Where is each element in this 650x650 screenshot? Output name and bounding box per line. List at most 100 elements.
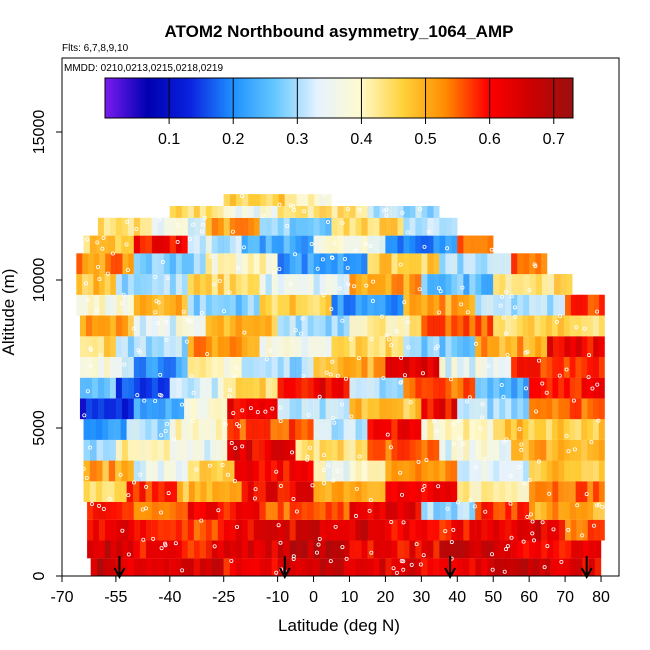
heatmap-streak (535, 336, 542, 357)
heatmap-streak (187, 206, 195, 218)
heatmap-streak (187, 502, 195, 520)
measurement-point (589, 440, 594, 445)
measurement-point (509, 294, 514, 299)
heatmap-streak (271, 315, 278, 337)
measurement-point (163, 541, 168, 546)
heatmap-streak (127, 377, 135, 399)
heatmap-streak (487, 294, 494, 316)
measurement-point (271, 270, 276, 275)
heatmap-streak (427, 439, 434, 461)
heatmap-streak (385, 206, 392, 218)
heatmap-streak (319, 194, 326, 206)
heatmap-streak (516, 558, 523, 576)
measurement-point (356, 356, 361, 361)
heatmap-streak (211, 540, 219, 559)
measurement-point (120, 528, 125, 533)
heatmap-streak (541, 336, 548, 357)
measurement-point (153, 399, 158, 404)
heatmap-streak (265, 217, 272, 236)
heatmap-streak (313, 315, 320, 337)
measurement-point (242, 330, 247, 335)
measurement-point (231, 411, 236, 416)
heatmap-streak (82, 253, 89, 275)
heatmap-streak (445, 217, 452, 236)
measurement-point (324, 370, 329, 375)
measurement-point (328, 559, 333, 564)
heatmap-streak (457, 419, 464, 440)
heatmap-streak (343, 253, 350, 275)
colorbar-tick-label: 0.5 (414, 131, 436, 148)
heatmap-streak (391, 419, 398, 440)
heatmap-streak (544, 558, 552, 576)
measurement-point (483, 509, 488, 514)
heatmap-streak (109, 356, 117, 378)
measurement-point (474, 465, 479, 470)
heatmap-streak (475, 502, 482, 520)
flight-arrow-head (113, 567, 126, 580)
measurement-point (348, 337, 353, 342)
measurement-point (490, 552, 495, 557)
measurement-point (498, 303, 503, 308)
measurement-point (302, 209, 307, 214)
heatmap-streak (211, 253, 219, 275)
heatmap-streak (598, 315, 605, 337)
heatmap-streak (301, 356, 308, 378)
heatmap-streak (552, 481, 559, 502)
measurement-point (291, 208, 296, 213)
heatmap-streak (277, 206, 284, 218)
measurement-point (345, 265, 350, 270)
heatmap-streak (133, 217, 141, 236)
measurement-point (277, 266, 282, 271)
heatmap-streak (487, 253, 494, 275)
measurement-point (188, 319, 193, 324)
heatmap-streak (95, 481, 103, 502)
heatmap-streak (96, 439, 104, 461)
heatmap-streak (546, 439, 553, 461)
heatmap-streak (229, 356, 236, 378)
heatmap-streak (241, 558, 248, 576)
heatmap-streak (403, 540, 410, 559)
heatmap-streak (559, 540, 566, 559)
heatmap-streak (319, 274, 326, 295)
heatmap-streak (481, 253, 488, 275)
heatmap-streak (211, 235, 219, 254)
heatmap-streak (511, 336, 518, 357)
heatmap-streak (421, 294, 428, 316)
heatmap-streak (307, 294, 314, 316)
heatmap-streak (127, 558, 135, 576)
measurement-point (420, 488, 425, 493)
measurement-point (384, 207, 389, 212)
heatmap-streak (397, 377, 404, 399)
heatmap-streak (349, 398, 356, 420)
heatmap-streak (575, 398, 582, 420)
measurement-point (399, 355, 404, 360)
measurement-point (138, 350, 143, 355)
heatmap-streak (313, 336, 320, 357)
heatmap-streak (235, 377, 242, 399)
measurement-point (502, 569, 507, 574)
measurement-point (382, 208, 387, 213)
measurement-point (344, 556, 349, 561)
measurement-point (540, 381, 545, 386)
heatmap-streak (205, 460, 212, 482)
heatmap-streak (505, 294, 512, 316)
measurement-point (417, 287, 422, 292)
heatmap-streak (367, 419, 374, 440)
heatmap-streak (463, 356, 470, 378)
heatmap-streak (487, 481, 494, 502)
heatmap-streak (475, 253, 482, 275)
heatmap-streak (217, 519, 225, 541)
heatmap-streak (116, 502, 123, 520)
heatmap-streak (199, 519, 207, 541)
heatmap-streak (313, 502, 320, 520)
heatmap-streak (445, 439, 452, 461)
heatmap-streak (564, 336, 571, 357)
heatmap-streak (247, 235, 254, 254)
measurement-point (426, 229, 431, 234)
heatmap-streak (421, 253, 428, 275)
heatmap-streak (529, 294, 536, 316)
heatmap-streak (493, 481, 500, 502)
heatmap-streak (313, 481, 320, 502)
heatmap-streak (175, 253, 183, 275)
measurement-point (278, 418, 283, 423)
